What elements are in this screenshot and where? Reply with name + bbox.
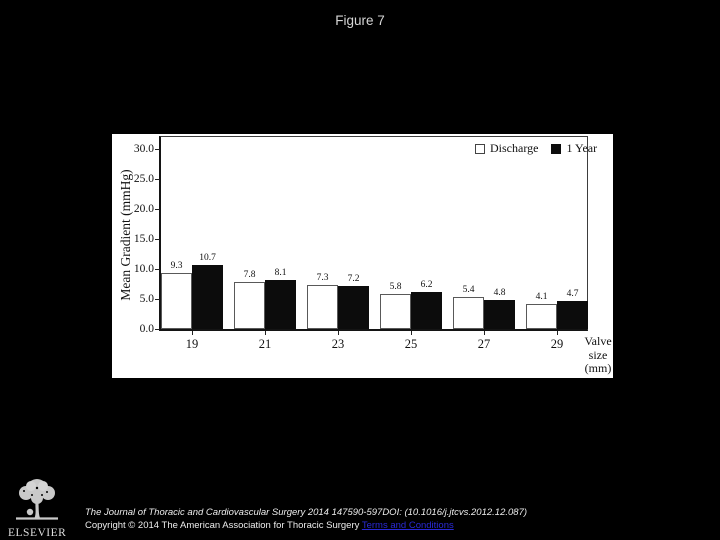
- copyright-line: Copyright © 2014 The American Associatio…: [85, 519, 645, 532]
- x-tick-mark: [265, 331, 266, 335]
- bar-filled-size-21: [265, 280, 296, 329]
- legend-label-discharge: Discharge: [490, 141, 539, 155]
- bar-value-label: 8.1: [274, 268, 287, 278]
- chart-panel: Mean Gradient (mmHg) Discharge 1 Year Va…: [112, 134, 613, 378]
- x-tick-label: 21: [258, 337, 272, 351]
- y-tick-label: 15.0: [133, 233, 154, 245]
- bar-value-label: 5.4: [462, 285, 475, 295]
- citation-block: The Journal of Thoracic and Cardiovascul…: [85, 506, 645, 532]
- bar-open-size-19: [161, 273, 192, 329]
- y-tick-label: 30.0: [133, 143, 154, 155]
- bar-value-label: 7.3: [316, 273, 329, 283]
- x-tick-mark: [484, 331, 485, 335]
- y-tick-mark: [155, 149, 160, 150]
- bar-filled-size-19: [192, 265, 223, 329]
- copyright-text: Copyright © 2014 The American Associatio…: [85, 520, 362, 531]
- y-tick-label: 0.0: [139, 323, 154, 335]
- y-tick-label: 10.0: [133, 263, 154, 275]
- y-tick-mark: [155, 209, 160, 210]
- y-tick-mark: [155, 329, 160, 330]
- x-tick-label: 27: [477, 337, 491, 351]
- y-tick-label: 20.0: [133, 203, 154, 215]
- x-axis-title-line: Valve: [584, 334, 612, 348]
- x-tick-label: 25: [404, 337, 418, 351]
- terms-and-conditions-link[interactable]: Terms and Conditions: [361, 520, 454, 531]
- x-tick-label: 19: [185, 337, 199, 351]
- bar-open-size-21: [234, 282, 265, 329]
- y-tick-mark: [155, 269, 160, 270]
- bar-filled-size-27: [484, 300, 515, 329]
- legend-label-1-year: 1 Year: [566, 141, 598, 155]
- x-tick-mark: [192, 331, 193, 335]
- bar-value-label: 7.2: [347, 274, 360, 284]
- bar-value-label: 4.7: [566, 289, 579, 299]
- chart-legend: Discharge 1 Year: [475, 141, 597, 156]
- legend-item-discharge: Discharge: [475, 141, 538, 156]
- x-tick-label: 29: [550, 337, 564, 351]
- elsevier-wordmark: ELSEVIER: [8, 527, 67, 539]
- bar-open-size-23: [307, 285, 338, 329]
- discharge-swatch-icon: [475, 143, 485, 154]
- bar-value-label: 5.8: [389, 282, 402, 292]
- y-tick-mark: [155, 239, 160, 240]
- bar-open-size-29: [526, 304, 557, 329]
- x-axis-title-line: size: [588, 347, 608, 362]
- bar-filled-size-29: [557, 301, 588, 329]
- bar-value-label: 6.2: [420, 280, 433, 290]
- bar-open-size-27: [453, 297, 484, 329]
- one-year-swatch-icon: [551, 143, 562, 154]
- bar-value-label: 9.3: [170, 261, 183, 271]
- bar-filled-size-23: [338, 286, 369, 329]
- figure-title: Figure 7: [335, 13, 385, 28]
- x-axis-title: Valve size (mm): [583, 334, 613, 376]
- y-tick-mark: [155, 299, 160, 300]
- citation-line: The Journal of Thoracic and Cardiovascul…: [85, 507, 528, 518]
- plot-area: [159, 136, 588, 331]
- y-tick-mark: [155, 179, 160, 180]
- x-tick-label: 23: [331, 337, 345, 351]
- x-tick-mark: [411, 331, 412, 335]
- bar-filled-size-25: [411, 292, 442, 329]
- x-tick-mark: [338, 331, 339, 335]
- x-axis-title-line: (mm): [584, 361, 612, 375]
- elsevier-logo: ELSEVIER: [8, 477, 66, 539]
- bar-open-size-25: [380, 294, 411, 329]
- x-tick-mark: [557, 331, 558, 335]
- y-tick-label: 25.0: [133, 173, 154, 185]
- y-tick-label: 5.0: [139, 293, 154, 305]
- bar-value-label: 7.8: [243, 270, 256, 280]
- elsevier-tree-icon: [16, 479, 58, 520]
- legend-item-1-year: 1 Year: [551, 141, 597, 156]
- bar-value-label: 4.8: [493, 288, 506, 298]
- bar-value-label: 10.7: [199, 253, 216, 263]
- bar-value-label: 4.1: [535, 292, 548, 302]
